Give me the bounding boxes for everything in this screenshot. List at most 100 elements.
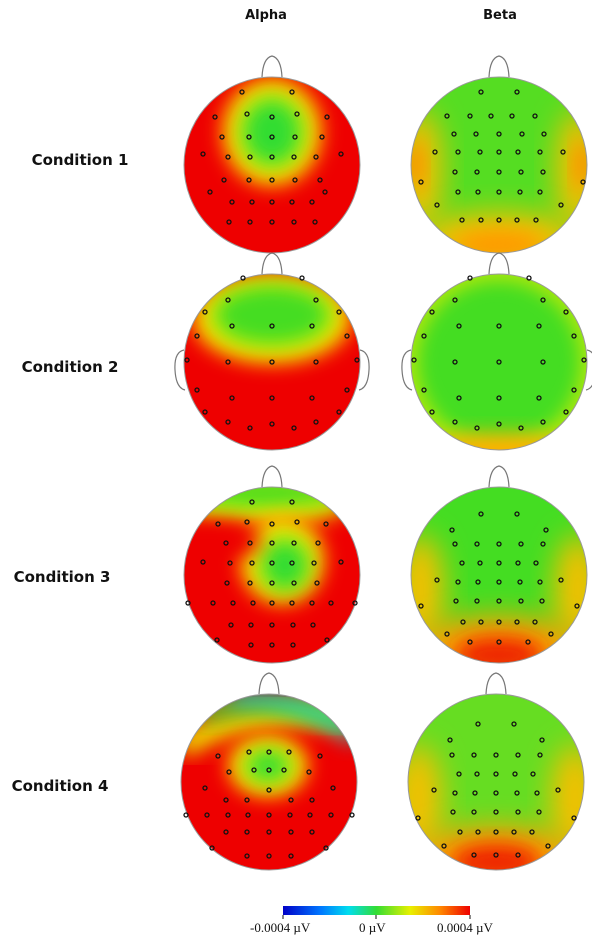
electrode-marker [247, 540, 253, 546]
electrode-marker [537, 189, 543, 195]
electrode-marker [478, 89, 484, 95]
electrode-marker [474, 598, 480, 604]
electrode-marker [338, 151, 344, 157]
electrode-marker [287, 812, 293, 818]
electrode-marker [314, 580, 320, 586]
electrode-marker [269, 395, 275, 401]
electrode-marker [475, 829, 481, 835]
colorbar-max-label: 0.0004 µV [437, 920, 493, 935]
electrode-marker [299, 275, 305, 281]
electrode-marker [309, 199, 315, 205]
electrode-marker [269, 359, 275, 365]
electrode-marker [571, 333, 577, 339]
electrode-marker [244, 853, 250, 859]
electrode-marker [517, 189, 523, 195]
electrode-marker [269, 219, 275, 225]
electrode-marker [537, 752, 543, 758]
electrode-marker [290, 642, 296, 648]
electrode-marker [291, 425, 297, 431]
electrode-marker [269, 421, 275, 427]
electrode-marker [225, 359, 231, 365]
electrode-marker [475, 721, 481, 727]
electrode-marker [311, 560, 317, 566]
electrode-marker [477, 560, 483, 566]
electrode-marker [313, 359, 319, 365]
electrode-marker [227, 560, 233, 566]
electrode-marker [496, 598, 502, 604]
electrode-marker [247, 154, 253, 160]
electrode-marker [537, 579, 543, 585]
electrode-marker [574, 603, 580, 609]
electrode-marker [515, 852, 521, 858]
electrode-marker [184, 357, 190, 363]
electrode-marker [518, 425, 524, 431]
electrode-marker [474, 771, 480, 777]
electrode-marker [541, 131, 547, 137]
electrode-marker [313, 419, 319, 425]
electrode-marker [248, 622, 254, 628]
electrode-marker [312, 219, 318, 225]
electrode-marker [309, 600, 315, 606]
electrode-marker [452, 790, 458, 796]
electrode-marker [210, 600, 216, 606]
electrode-marker [459, 217, 465, 223]
electrode-marker [336, 409, 342, 415]
electrode-marker [269, 622, 275, 628]
electrode-marker [269, 323, 275, 329]
electrode-marker [517, 579, 523, 585]
electrode-marker [444, 113, 450, 119]
electrode-marker [496, 579, 502, 585]
electrode-marker [289, 600, 295, 606]
electrode-marker [244, 111, 250, 117]
electrode-marker [200, 151, 206, 157]
electrode-marker [534, 790, 540, 796]
electrode-marker [540, 169, 546, 175]
electrode-marker [478, 619, 484, 625]
electrode-marker [474, 541, 480, 547]
electrode-marker [225, 297, 231, 303]
electrode-marker [429, 309, 435, 315]
electrode-marker [291, 540, 297, 546]
electrode-marker [540, 419, 546, 425]
electrode-marker [209, 845, 215, 851]
electrode-marker [266, 749, 272, 755]
electrode-marker [475, 579, 481, 585]
electrode-marker [215, 521, 221, 527]
electrode-marker [221, 177, 227, 183]
electrode-marker [519, 131, 525, 137]
electrode-marker [194, 333, 200, 339]
electrode-marker [219, 134, 225, 140]
electrode-marker [496, 395, 502, 401]
electrode-marker [290, 622, 296, 628]
electrode-marker [309, 829, 315, 835]
electrode-marker [202, 785, 208, 791]
electrode-marker [450, 809, 456, 815]
electrode-marker [291, 580, 297, 586]
electrode-marker [248, 642, 254, 648]
electrode-marker [457, 829, 463, 835]
electrode-marker [518, 169, 524, 175]
electrode-marker [496, 359, 502, 365]
electrode-marker [571, 387, 577, 393]
electrode-marker [515, 752, 521, 758]
electrode-marker [323, 845, 329, 851]
electrode-marker [432, 149, 438, 155]
electrode-marker [512, 771, 518, 777]
electrode-marker [493, 852, 499, 858]
electrode-marker [493, 771, 499, 777]
electrode-marker [323, 521, 329, 527]
electrode-marker [452, 541, 458, 547]
electrode-marker [223, 540, 229, 546]
electrode-marker [269, 600, 275, 606]
electrode-marker [266, 787, 272, 793]
electrode-marker [266, 829, 272, 835]
electrode-marker [532, 619, 538, 625]
electrode-marker [452, 169, 458, 175]
electrode-marker [496, 323, 502, 329]
electrode-marker [515, 809, 521, 815]
electrode-marker [223, 797, 229, 803]
electrode-marker [246, 749, 252, 755]
electrode-marker [548, 631, 554, 637]
electrode-marker [224, 580, 230, 586]
